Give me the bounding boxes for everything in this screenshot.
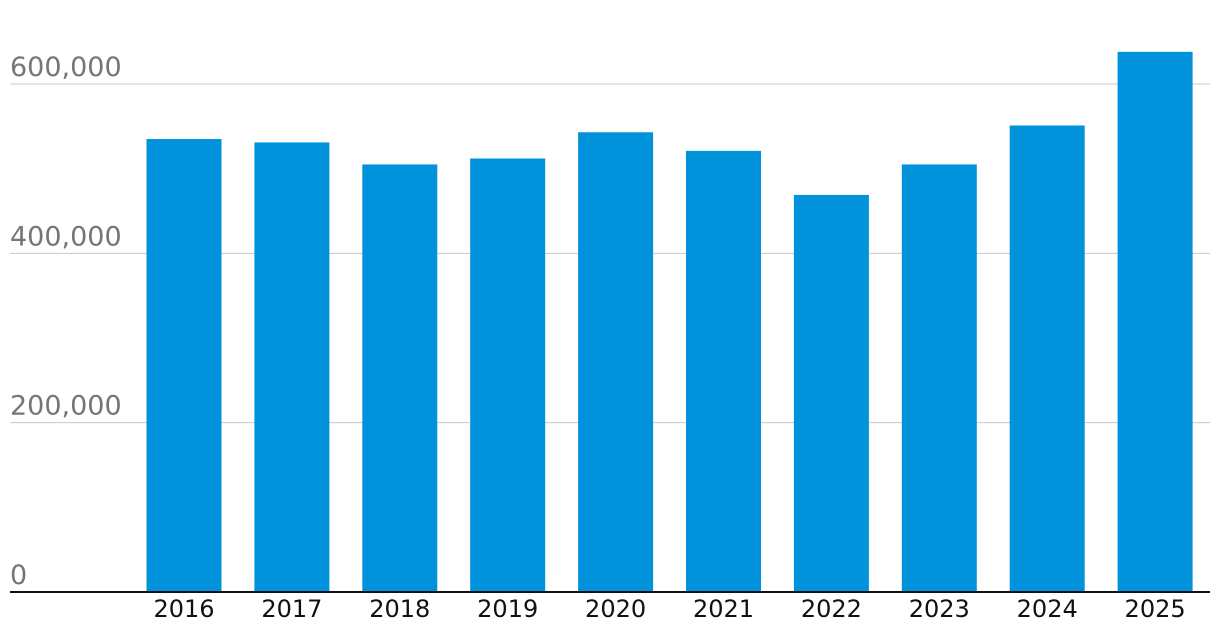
x-tick-label: 2022 xyxy=(801,595,862,623)
bar-2025 xyxy=(1117,51,1193,593)
y-tick-label: 400,000 xyxy=(10,221,122,252)
y-tick-label: 600,000 xyxy=(10,52,122,83)
x-tick-label: 2018 xyxy=(369,595,430,623)
x-tick-label: 2025 xyxy=(1125,595,1186,623)
x-tick-label: 2024 xyxy=(1017,595,1078,623)
bar-2019 xyxy=(470,158,546,593)
x-axis-tick-labels: 2016 2017 2018 2019 2020 2021 2022 2023 2024 2025 xyxy=(153,595,1185,623)
bar-2016 xyxy=(146,139,222,593)
bar-2023 xyxy=(901,164,977,592)
y-tick-label: 200,000 xyxy=(10,391,122,422)
bar-2017 xyxy=(254,142,330,593)
bars xyxy=(146,51,1193,593)
bar-2020 xyxy=(578,132,654,592)
bar-2018 xyxy=(362,164,438,592)
x-tick-label: 2021 xyxy=(693,595,754,623)
x-tick-label: 2016 xyxy=(153,595,214,623)
bar-2024 xyxy=(1009,125,1085,592)
x-tick-label: 2023 xyxy=(909,595,970,623)
y-axis-tick-labels: 0 200,000 400,000 600,000 xyxy=(10,52,122,591)
x-tick-label: 2020 xyxy=(585,595,646,623)
y-tick-label: 0 xyxy=(10,560,27,591)
bar-2022 xyxy=(793,194,869,592)
x-tick-label: 2019 xyxy=(477,595,538,623)
bar-2021 xyxy=(686,150,761,593)
x-tick-label: 2017 xyxy=(261,595,322,623)
